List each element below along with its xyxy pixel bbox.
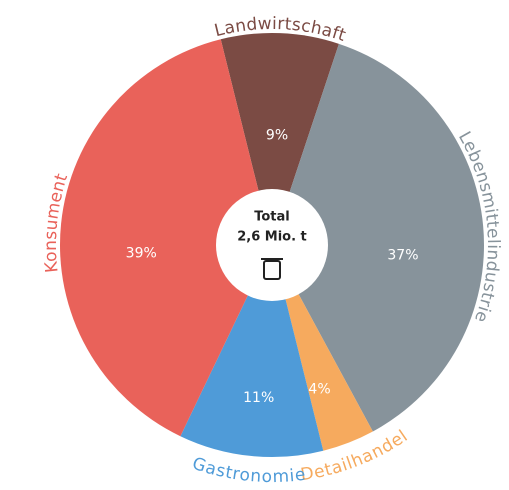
slice (272, 43, 485, 432)
center-label: Total (254, 210, 290, 225)
slice (59, 39, 272, 437)
value-label: 39% (126, 246, 157, 262)
center-hole (216, 189, 328, 301)
icon (263, 260, 281, 280)
category-label: Gastronomie (190, 454, 307, 487)
category-label-path: Gastronomie (190, 454, 307, 487)
center-label: 2,6 Mio. t (237, 230, 307, 245)
value-label: 9% (266, 128, 288, 144)
value-label: 11% (243, 390, 274, 406)
value-label: 37% (387, 248, 418, 264)
value-label: 4% (308, 382, 330, 398)
slice (272, 245, 373, 451)
slice (180, 245, 324, 457)
slice (220, 32, 339, 246)
